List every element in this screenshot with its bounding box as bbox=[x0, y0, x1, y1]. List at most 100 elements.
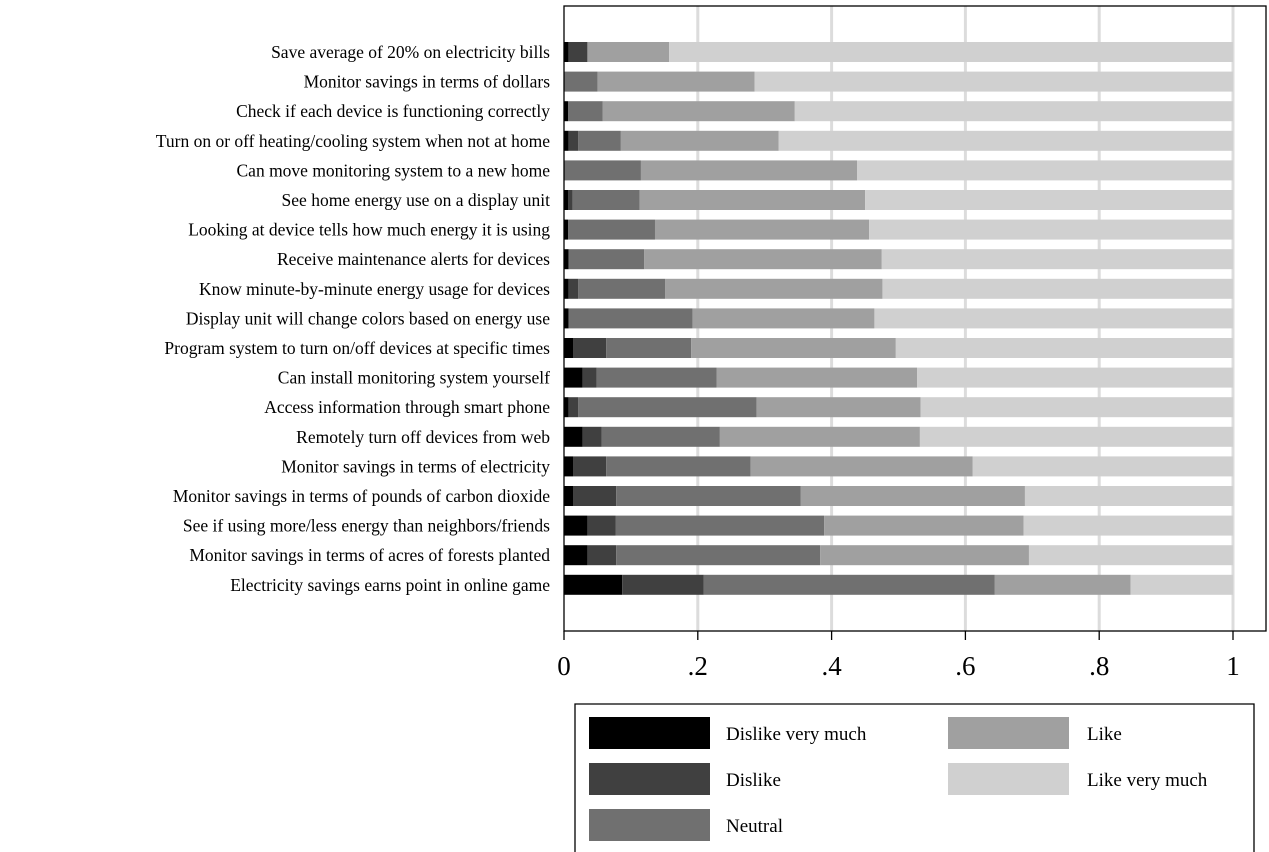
x-tick-label-5: 1 bbox=[1226, 651, 1240, 681]
bar-segment-11-0 bbox=[564, 368, 583, 388]
bar-segment-2-4 bbox=[795, 101, 1233, 121]
bar-segment-13-4 bbox=[920, 427, 1233, 447]
bar-segment-1-3 bbox=[597, 72, 754, 92]
category-label-3: Turn on or off heating/cooling system wh… bbox=[156, 131, 550, 151]
bar-segment-10-0 bbox=[564, 338, 573, 358]
bar-segment-5-2 bbox=[573, 190, 640, 210]
bar-segment-8-1 bbox=[569, 279, 578, 299]
bar-segment-11-4 bbox=[917, 368, 1233, 388]
bar-segment-14-1 bbox=[573, 456, 606, 476]
bar-segment-8-3 bbox=[665, 279, 882, 299]
bar-segment-13-2 bbox=[601, 427, 719, 447]
bar-segment-10-3 bbox=[691, 338, 896, 358]
legend-swatch-2 bbox=[589, 809, 710, 841]
bar-segment-4-4 bbox=[857, 160, 1233, 180]
category-label-12: Access information through smart phone bbox=[264, 397, 550, 417]
legend-swatch-4 bbox=[948, 763, 1069, 795]
category-label-16: See if using more/less energy than neigh… bbox=[183, 516, 550, 536]
bar-segment-15-4 bbox=[1025, 486, 1233, 506]
bar-segment-18-1 bbox=[622, 575, 704, 595]
bar-segment-3-0 bbox=[564, 131, 569, 151]
bar-segment-17-3 bbox=[820, 545, 1029, 565]
bar-segment-15-3 bbox=[801, 486, 1025, 506]
bar-segment-10-2 bbox=[606, 338, 691, 358]
category-label-4: Can move monitoring system to a new home bbox=[237, 160, 551, 180]
bar-segment-16-1 bbox=[587, 516, 615, 536]
bar-segment-7-2 bbox=[569, 249, 645, 269]
bar-segment-6-2 bbox=[568, 220, 655, 240]
category-label-8: Know minute-by-minute energy usage for d… bbox=[199, 279, 550, 299]
bar-segment-15-1 bbox=[573, 486, 616, 506]
legend-swatch-1 bbox=[589, 763, 710, 795]
x-tick-label-3: .6 bbox=[955, 651, 975, 681]
bar-segment-12-3 bbox=[757, 397, 921, 417]
bar-segment-16-3 bbox=[824, 516, 1023, 536]
legend-label-0: Dislike very much bbox=[726, 724, 867, 745]
legend: Dislike very much Dislike Neutral Like Like … bbox=[575, 704, 1254, 852]
x-tick-label-4: .8 bbox=[1089, 651, 1109, 681]
legend-swatch-3 bbox=[948, 717, 1069, 749]
category-label-9: Display unit will change colors based on… bbox=[186, 308, 550, 328]
bar-segment-14-4 bbox=[973, 456, 1233, 476]
bar-segment-9-3 bbox=[692, 308, 874, 328]
bar-segment-1-2 bbox=[564, 72, 597, 92]
category-label-10: Program system to turn on/off devices at… bbox=[164, 338, 550, 358]
category-label-0: Save average of 20% on electricity bills bbox=[271, 42, 550, 62]
bar-segment-8-2 bbox=[578, 279, 665, 299]
bar-segment-7-4 bbox=[882, 249, 1233, 269]
bar-segment-4-2 bbox=[564, 160, 641, 180]
category-label-7: Receive maintenance alerts for devices bbox=[277, 249, 550, 269]
bar-segment-14-0 bbox=[564, 456, 573, 476]
bar-segment-17-1 bbox=[587, 545, 616, 565]
category-label-6: Looking at device tells how much energy … bbox=[188, 220, 550, 240]
bar-segment-18-0 bbox=[564, 575, 622, 595]
bar-segment-18-4 bbox=[1131, 575, 1233, 595]
bar-segment-12-1 bbox=[569, 397, 578, 417]
bar-segment-11-2 bbox=[597, 368, 717, 388]
bar-segment-11-1 bbox=[583, 368, 597, 388]
category-label-5: See home energy use on a display unit bbox=[282, 190, 551, 210]
bar-segment-5-3 bbox=[640, 190, 865, 210]
category-label-11: Can install monitoring system yourself bbox=[278, 368, 550, 388]
bar-segment-2-3 bbox=[603, 101, 795, 121]
bar-segment-13-3 bbox=[720, 427, 920, 447]
bar-segment-6-3 bbox=[655, 220, 869, 240]
bar-segment-14-3 bbox=[751, 456, 973, 476]
legend-label-2: Neutral bbox=[726, 816, 783, 837]
bar-segment-16-0 bbox=[564, 516, 587, 536]
category-label-18: Electricity savings earns point in onlin… bbox=[230, 575, 550, 595]
bar-segment-5-1 bbox=[568, 190, 573, 210]
legend-label-1: Dislike bbox=[726, 770, 781, 791]
category-label-13: Remotely turn off devices from web bbox=[296, 427, 550, 447]
category-label-15: Monitor savings in terms of pounds of ca… bbox=[173, 486, 550, 506]
bar-segment-18-3 bbox=[995, 575, 1131, 595]
bar-segment-13-0 bbox=[564, 427, 583, 447]
bar-segment-3-3 bbox=[621, 131, 779, 151]
bar-segment-9-2 bbox=[569, 308, 693, 328]
bar-segment-3-1 bbox=[569, 131, 578, 151]
bar-segment-11-3 bbox=[717, 368, 918, 388]
x-tick-label-0: 0 bbox=[557, 651, 571, 681]
legend-swatch-0 bbox=[589, 717, 710, 749]
bar-segment-17-0 bbox=[564, 545, 587, 565]
bar-segment-12-2 bbox=[578, 397, 757, 417]
bar-segment-16-4 bbox=[1024, 516, 1233, 536]
bar-segment-8-4 bbox=[882, 279, 1233, 299]
category-label-2: Check if each device is functioning corr… bbox=[236, 101, 550, 121]
bar-segment-8-0 bbox=[564, 279, 569, 299]
bar-segment-9-4 bbox=[874, 308, 1233, 328]
bar-segment-14-2 bbox=[606, 456, 751, 476]
bar-segment-17-4 bbox=[1029, 545, 1233, 565]
bar-segment-1-4 bbox=[755, 72, 1233, 92]
legend-label-4: Like very much bbox=[1087, 770, 1208, 791]
bar-segment-10-4 bbox=[896, 338, 1233, 358]
bar-segment-0-1 bbox=[569, 42, 588, 62]
bar-segment-3-2 bbox=[578, 131, 621, 151]
x-axis: 0 .2 .4 .6 .8 1 bbox=[557, 631, 1240, 681]
bar-segment-12-4 bbox=[921, 397, 1233, 417]
bar-segment-13-1 bbox=[583, 427, 602, 447]
bar-segment-15-0 bbox=[564, 486, 573, 506]
category-labels: Save average of 20% on electricity bills… bbox=[156, 42, 550, 595]
legend-label-3: Like bbox=[1087, 724, 1122, 745]
